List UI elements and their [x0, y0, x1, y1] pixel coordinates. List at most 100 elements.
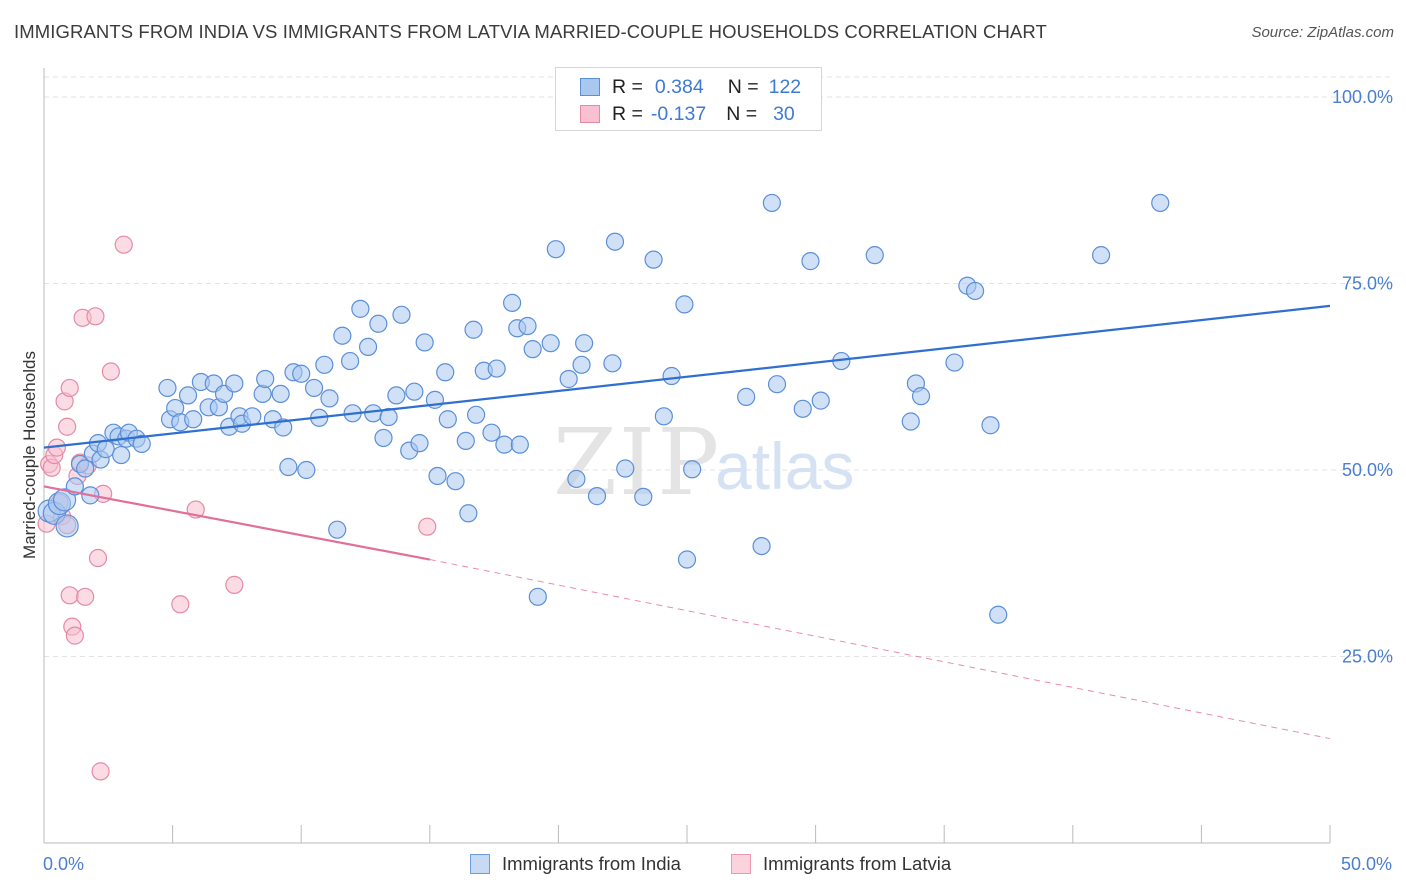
india-n-value: 122 — [768, 75, 802, 98]
india-point — [567, 469, 586, 489]
india-point — [446, 472, 465, 491]
india-point — [572, 355, 591, 374]
india-point — [438, 410, 457, 429]
india-point — [865, 246, 884, 265]
india-point — [279, 457, 298, 477]
latvia-point — [76, 587, 95, 606]
india-point — [737, 387, 756, 406]
india-point — [644, 250, 663, 269]
india-point — [256, 369, 275, 389]
india-point — [466, 405, 486, 424]
india-point — [410, 434, 429, 453]
india-point — [510, 435, 529, 454]
chart-source: Source: ZipAtlas.com — [1251, 24, 1394, 41]
legend-item-latvia: Immigrants from Latvia — [731, 853, 951, 875]
india-point — [387, 386, 406, 405]
india-point — [76, 459, 95, 478]
grid-layer — [44, 76, 1392, 657]
india-point — [981, 416, 1000, 435]
y-tick-label-25: 25.0% — [1342, 647, 1393, 667]
latvia-point — [60, 586, 79, 605]
india-point — [428, 466, 447, 486]
y-tick-labels: 25.0% 50.0% 75.0% 100.0% — [1332, 87, 1393, 667]
india-point — [662, 366, 681, 386]
legend-india-label: Immigrants from India — [502, 853, 681, 874]
india-point — [459, 504, 478, 523]
india-point — [436, 363, 455, 382]
axes-layer — [43, 68, 1331, 844]
india-point — [559, 369, 578, 389]
india-point — [184, 410, 203, 429]
india-r-value: 0.384 — [654, 75, 704, 98]
india-point — [528, 587, 547, 606]
india-point — [762, 193, 781, 213]
latvia-trend-extension — [429, 559, 1331, 740]
india-point — [304, 378, 324, 398]
india-point — [801, 252, 820, 271]
india-point — [587, 487, 607, 506]
series-legend: Immigrants from India Immigrants from La… — [0, 850, 1406, 878]
india-point — [320, 389, 339, 408]
india-point — [683, 460, 702, 479]
india-point — [603, 354, 622, 373]
india-point — [374, 428, 393, 448]
x-tick-label-max: 50.0% — [1341, 854, 1392, 874]
y-tick-label-50: 50.0% — [1342, 460, 1393, 480]
india-point — [546, 240, 565, 259]
india-point — [340, 351, 360, 371]
india-point — [752, 536, 771, 556]
india-point — [654, 407, 673, 426]
india-point — [793, 399, 812, 418]
india-point — [811, 391, 830, 410]
latvia-point — [86, 307, 105, 326]
y-tick-label-75: 75.0% — [1342, 274, 1393, 294]
india-point — [132, 434, 151, 453]
latvia-point — [91, 762, 110, 781]
watermark-atlas: atlas — [715, 429, 854, 503]
india-point — [405, 382, 424, 401]
india-point — [351, 299, 370, 318]
y-axis-label: Married-couple Households — [20, 351, 39, 559]
india-point — [616, 459, 635, 478]
india-point — [225, 374, 244, 393]
india-point — [415, 333, 434, 352]
india-point — [369, 314, 388, 333]
india-point — [541, 334, 560, 353]
legend-latvia-swatch — [731, 854, 751, 874]
latvia-point — [58, 417, 77, 436]
points-layer — [37, 193, 1170, 781]
latvia-point — [114, 235, 133, 254]
latvia-n-value: 30 — [773, 102, 795, 125]
latvia-point — [88, 548, 108, 568]
india-point — [55, 514, 79, 538]
stats-legend: R = 0.384 N = 122 R = -0.137 N = 30 — [555, 67, 822, 131]
india-point — [358, 337, 378, 357]
india-swatch — [580, 78, 600, 96]
india-point — [495, 435, 514, 454]
india-point — [518, 316, 537, 336]
india-point — [271, 384, 290, 404]
india-trend-line — [43, 304, 1331, 449]
india-point — [901, 412, 920, 431]
india-r-label: R = — [612, 75, 643, 98]
india-point — [52, 488, 77, 512]
india-point — [675, 295, 694, 314]
legend-india-swatch — [470, 854, 490, 874]
india-point — [523, 340, 542, 359]
india-point — [1151, 193, 1170, 213]
india-point — [487, 359, 506, 378]
latvia-r-label: R = — [612, 102, 643, 125]
india-point — [243, 407, 262, 426]
india-point — [1091, 246, 1111, 265]
latvia-point — [418, 517, 437, 536]
india-point — [456, 431, 475, 451]
legend-latvia-label: Immigrants from Latvia — [763, 853, 952, 874]
y-tick-label-100: 100.0% — [1332, 87, 1393, 107]
india-point — [482, 423, 501, 442]
india-point — [292, 364, 311, 383]
india-point — [965, 281, 985, 301]
india-point — [464, 320, 483, 339]
india-point — [96, 440, 115, 459]
india-point — [178, 386, 198, 405]
